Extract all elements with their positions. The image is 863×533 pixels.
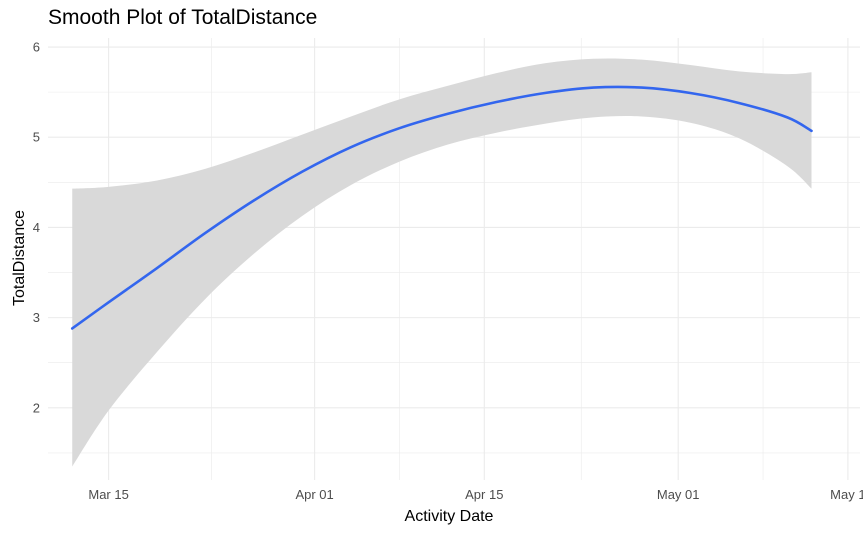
confidence-band [72,58,812,467]
smooth-line-path [70,85,813,330]
confidence-ribbon [72,58,812,467]
x-tick-label: May 1 [830,487,863,502]
chart-title: Smooth Plot of TotalDistance [48,6,318,29]
x-tick-label: Apr 01 [295,487,333,502]
x-tick-label: Apr 15 [465,487,503,502]
x-tick-label: Mar 15 [88,487,128,502]
smooth-line [70,85,813,330]
x-axis-ticks: Mar 15 Apr 01 Apr 15 May 01 May 1 [88,487,863,502]
x-tick-label: May 01 [657,487,700,502]
y-tick-label: 5 [33,130,40,145]
y-tick-label: 4 [33,220,40,235]
y-tick-label: 2 [33,400,40,415]
y-axis-ticks: 2 3 4 5 6 [33,40,40,416]
y-tick-label: 6 [33,40,40,55]
y-tick-label: 3 [33,310,40,325]
y-axis-title: TotalDistance [11,210,28,306]
x-axis-title: Activity Date [405,508,494,525]
